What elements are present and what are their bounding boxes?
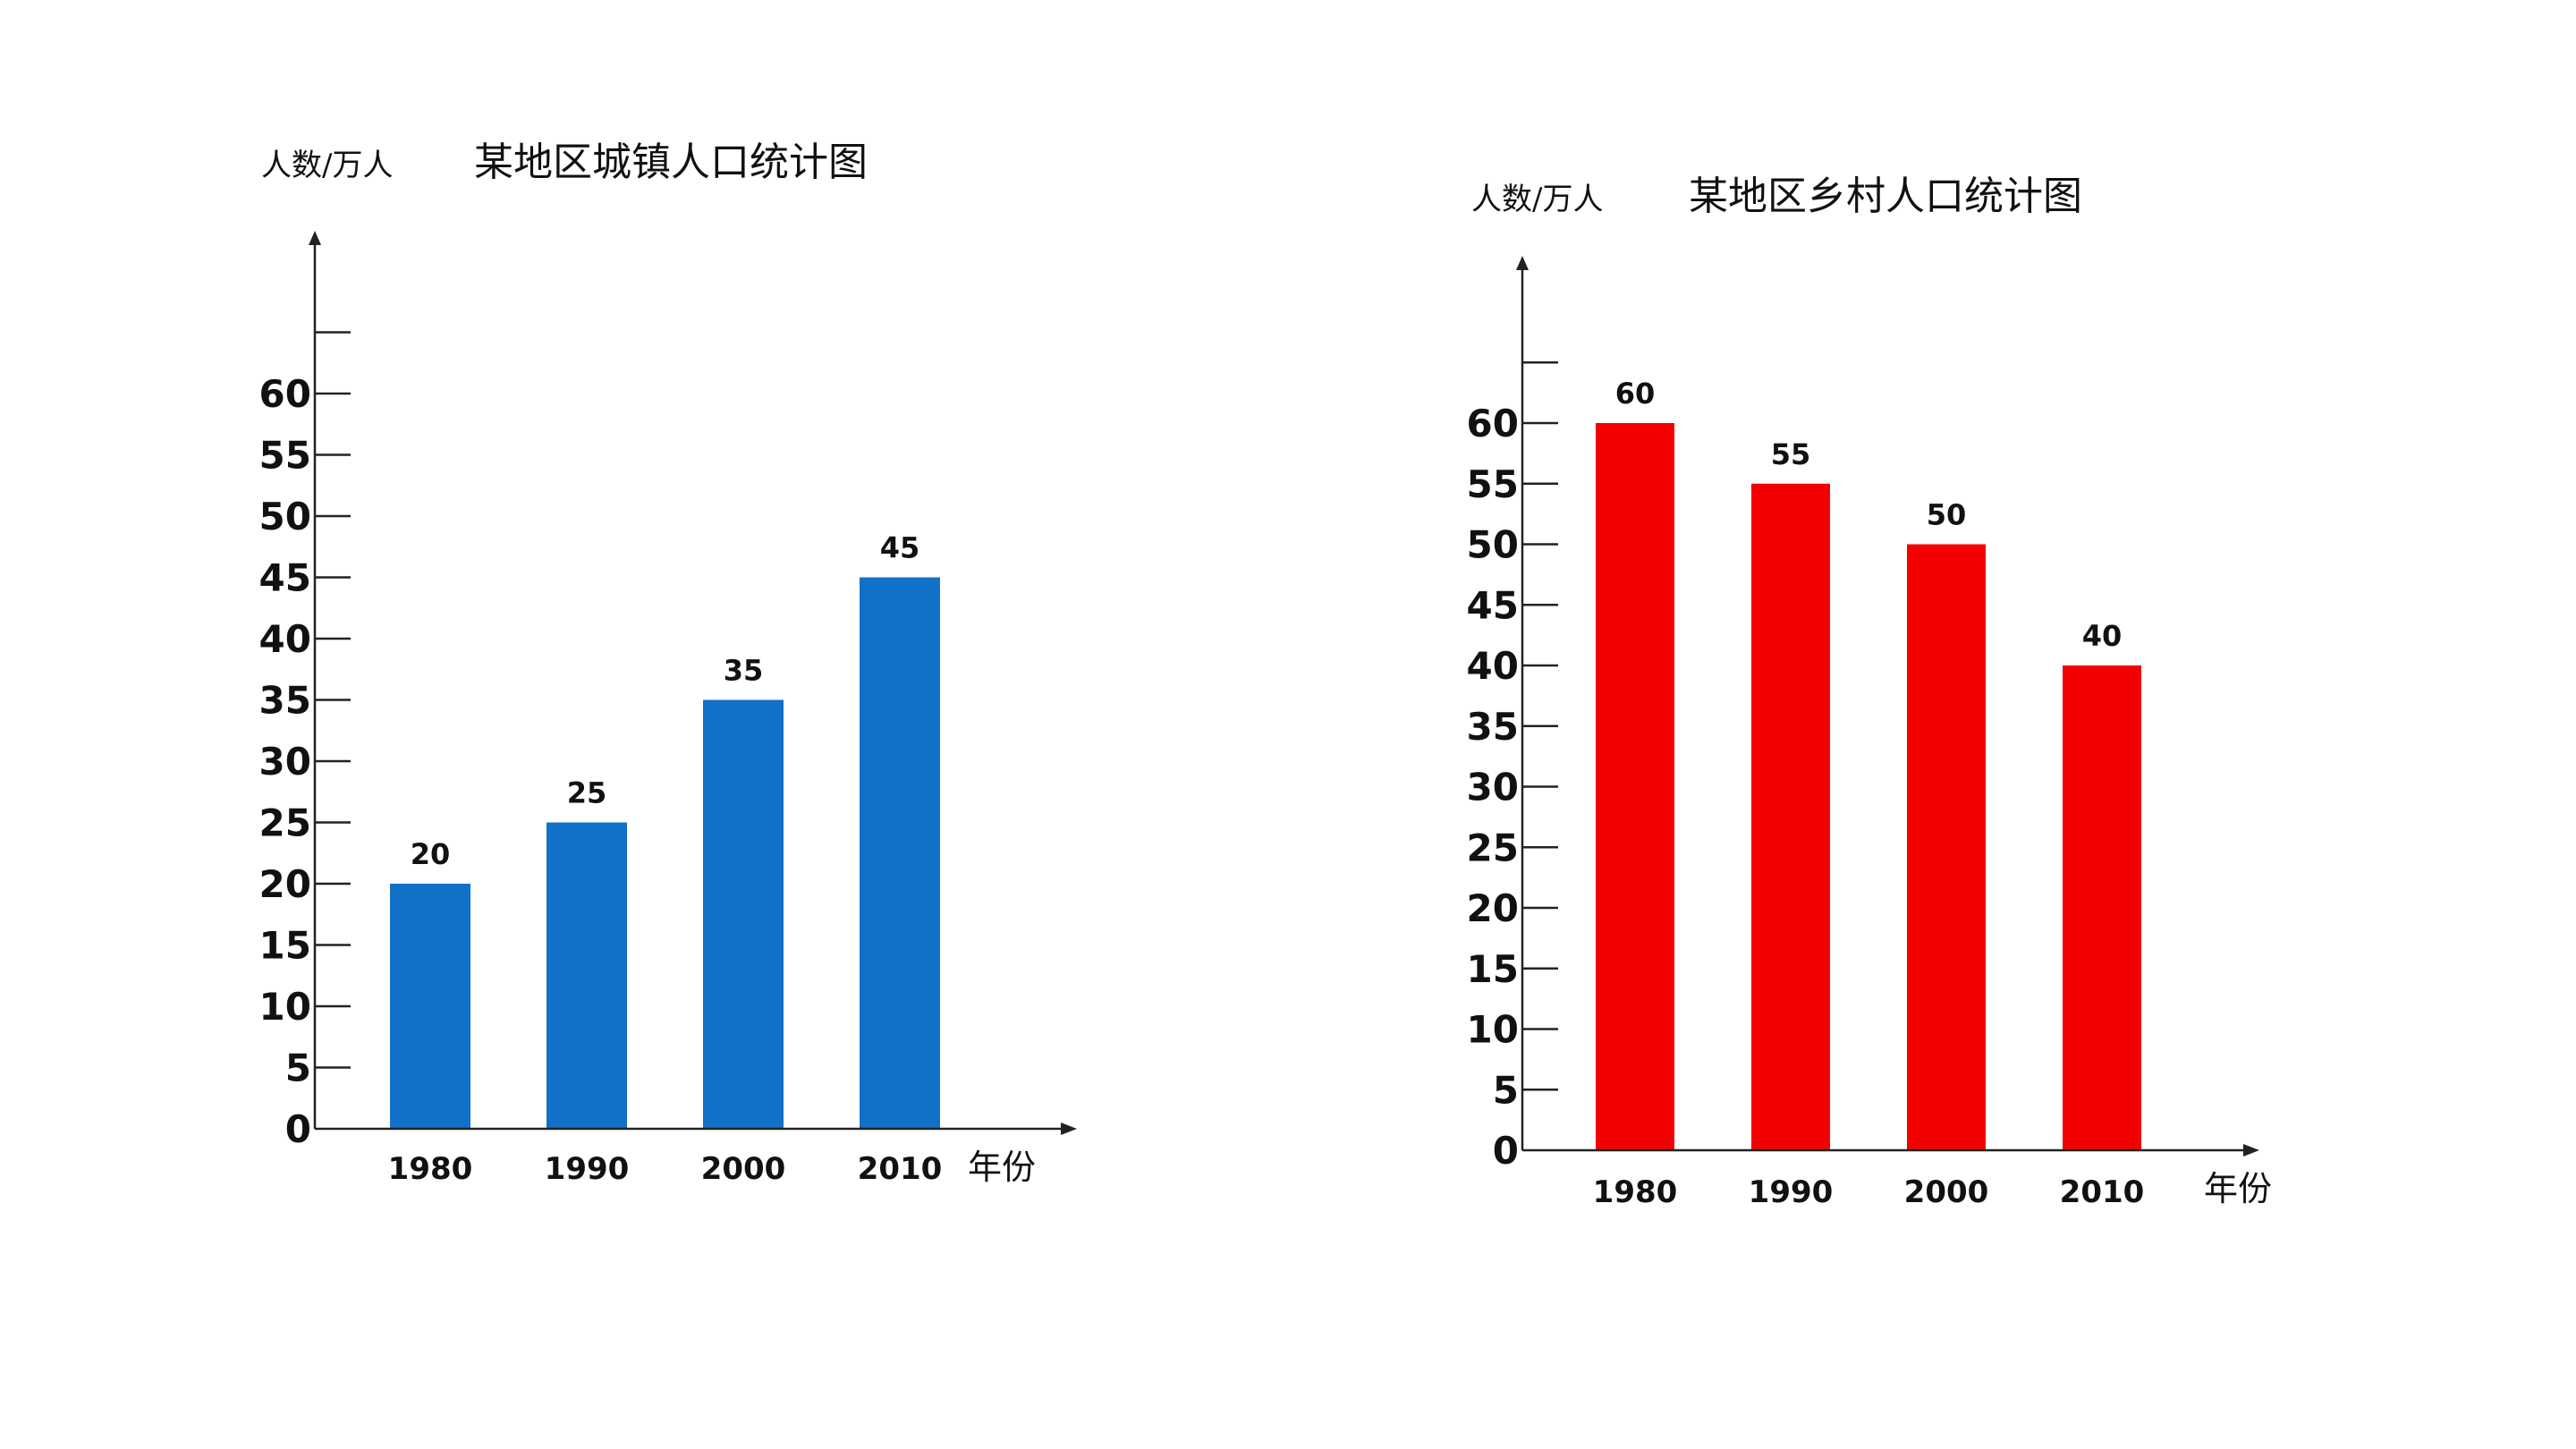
data-label: 60 (1615, 377, 1656, 411)
y-axis-label: 人数/万人 (1471, 182, 1603, 217)
y-tick-label: 30 (1467, 766, 1519, 809)
chart-title: 某地区乡村人口统计图 (1689, 174, 2082, 219)
bar-2000 (703, 699, 784, 1129)
y-tick-label: 30 (259, 740, 311, 784)
bar-2010 (2063, 665, 2141, 1150)
y-axis-arrow (1516, 256, 1529, 270)
y-tick-label: 15 (259, 924, 311, 968)
y-tick-label: 5 (285, 1046, 311, 1090)
bar-2010 (860, 577, 940, 1129)
x-axis-arrow (2243, 1144, 2259, 1157)
x-tick-label: 2010 (858, 1151, 943, 1187)
x-tick-label: 1990 (1749, 1174, 1834, 1210)
y-tick-label: 35 (259, 679, 311, 723)
y-tick-label: 20 (1467, 886, 1519, 930)
y-tick-label: 50 (259, 495, 311, 538)
bar-1990 (1751, 483, 1830, 1150)
data-label: 40 (2082, 619, 2123, 653)
y-tick-label: 15 (1467, 947, 1519, 991)
data-label: 50 (1927, 498, 1967, 532)
y-tick-label: 55 (1467, 462, 1519, 506)
x-tick-label: 2000 (1904, 1174, 1989, 1210)
y-tick-label: 5 (1493, 1068, 1519, 1112)
y-tick-label: 20 (259, 862, 311, 906)
y-tick-label: 25 (259, 801, 311, 845)
y-tick-label: 55 (259, 434, 311, 478)
x-tick-label: 2000 (701, 1151, 786, 1187)
y-tick-label: 60 (1467, 402, 1519, 445)
y-tick-label: 10 (1467, 1008, 1519, 1052)
y-tick-label: 45 (1467, 583, 1519, 627)
data-label: 20 (411, 837, 451, 871)
x-tick-label: 1980 (1593, 1174, 1678, 1210)
x-axis-label: 年份 (2204, 1169, 2272, 1208)
y-tick-label: 0 (1493, 1129, 1519, 1173)
chart-title: 某地区城镇人口统计图 (474, 140, 868, 185)
bar-1980 (390, 884, 470, 1129)
bar-1980 (1596, 423, 1674, 1150)
y-tick-label: 40 (1467, 644, 1519, 688)
data-label: 55 (1771, 437, 1811, 471)
x-tick-label: 1980 (388, 1151, 473, 1187)
x-axis-label: 年份 (968, 1148, 1036, 1187)
y-tick-label: 35 (1467, 705, 1519, 749)
y-tick-label: 0 (285, 1107, 311, 1151)
x-tick-label: 1990 (545, 1151, 630, 1187)
y-tick-label: 50 (1467, 523, 1519, 567)
y-axis-label: 人数/万人 (261, 148, 393, 183)
bar-2000 (1907, 544, 1986, 1150)
y-tick-label: 40 (259, 617, 311, 661)
x-axis-arrow (1061, 1123, 1077, 1135)
y-tick-label: 45 (259, 556, 311, 600)
data-label: 45 (880, 531, 920, 565)
data-label: 25 (567, 776, 607, 810)
y-tick-label: 25 (1467, 826, 1519, 869)
y-tick-label: 60 (259, 372, 311, 416)
bar-1990 (547, 822, 627, 1129)
y-axis-arrow (309, 231, 321, 245)
data-label: 35 (724, 654, 764, 688)
y-tick-label: 10 (259, 985, 311, 1029)
x-tick-label: 2010 (2060, 1174, 2145, 1210)
